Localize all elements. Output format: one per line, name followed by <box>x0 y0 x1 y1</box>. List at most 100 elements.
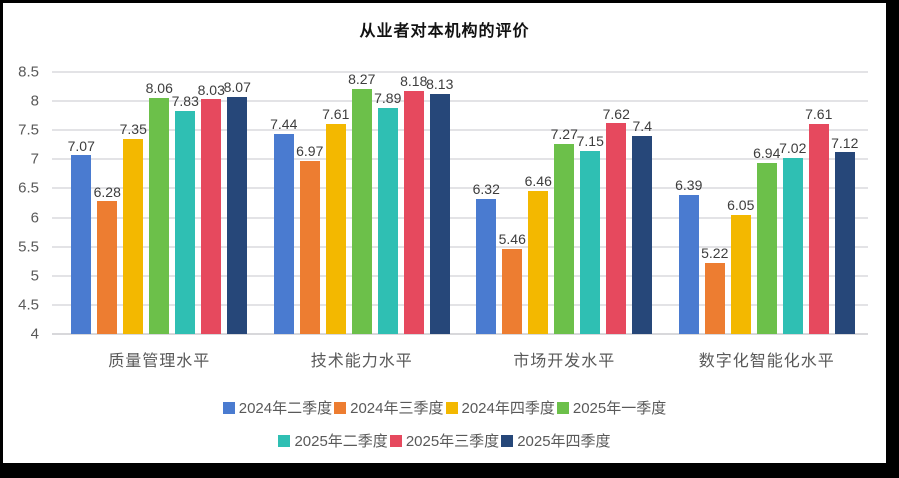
bar <box>502 249 523 334</box>
bar <box>71 155 92 334</box>
bar-with-label: 6.94 <box>753 72 780 334</box>
legend-swatch-icon <box>389 434 402 447</box>
bar <box>606 123 627 334</box>
data-label: 7.02 <box>779 140 807 157</box>
data-label: 7.35 <box>119 121 147 138</box>
bar-with-label: 8.03 <box>198 72 225 334</box>
data-label: 5.22 <box>701 245 729 262</box>
category-label: 市场开发水平 <box>513 353 616 370</box>
data-label: 6.46 <box>524 173 552 190</box>
legend-row: 2024年二季度 2024年三季度 2024年四季度 2025年一季度 <box>3 397 886 418</box>
bar <box>351 88 372 334</box>
bar-with-label: 6.32 <box>473 72 500 334</box>
bar-with-label: 7.61 <box>322 72 349 334</box>
bar-with-label: 7.62 <box>603 72 630 334</box>
chart-title: 从业者对本机构的评价 <box>359 23 530 40</box>
data-label: 6.28 <box>93 183 121 200</box>
bar-with-label: 7.15 <box>577 72 604 334</box>
legend-swatch-icon <box>445 401 458 414</box>
y-axis-tick-label: 7 <box>30 150 39 168</box>
bar <box>227 97 248 334</box>
data-label: 8.27 <box>348 71 376 87</box>
bar-with-label: 7.61 <box>805 72 832 334</box>
bar-with-label: 5.46 <box>499 72 526 334</box>
gridline <box>52 216 868 219</box>
bar-with-label: 7.4 <box>632 72 653 334</box>
bar <box>580 150 601 334</box>
legend-item: 2024年三季度 <box>334 397 444 418</box>
bar-group: 6.39 5.22 6.05 6.94 7.02 7.61 7.12 <box>666 72 869 334</box>
gridline <box>52 187 868 190</box>
legend-label: 2024年二季度 <box>238 400 333 417</box>
y-axis-tick-label: 4.5 <box>18 296 39 314</box>
data-label: 7.12 <box>831 134 859 151</box>
bar-with-label: 7.27 <box>551 72 578 334</box>
bar <box>678 194 699 334</box>
legend-label: 2025年二季度 <box>294 433 388 450</box>
data-label: 7.07 <box>67 137 95 154</box>
category-label: 技术能力水平 <box>310 353 413 370</box>
bar-with-label: 6.97 <box>296 72 323 334</box>
bar <box>476 198 497 334</box>
bar <box>632 136 653 334</box>
y-axis-tick-label: 4 <box>30 325 39 343</box>
bar <box>730 214 751 334</box>
gridlines <box>52 71 868 335</box>
bar-with-label: 8.18 <box>400 72 427 334</box>
bar-with-label: 7.07 <box>68 72 95 334</box>
data-label: 8.18 <box>400 72 428 89</box>
legend-label: 2024年三季度 <box>350 400 444 417</box>
legend-item: 2025年一季度 <box>556 397 667 418</box>
gridline <box>52 100 868 103</box>
bar-groups: 7.07 6.28 7.35 8.06 7.83 8.03 8.07 7.44 6.97 7.61… <box>58 72 868 334</box>
legend-label: 2025年一季度 <box>572 400 667 417</box>
gridline <box>52 274 868 277</box>
data-label: 7.62 <box>602 105 630 122</box>
data-label: 7.27 <box>550 125 578 142</box>
bar <box>97 201 118 334</box>
bar-with-label: 8.06 <box>146 72 173 334</box>
bar <box>756 162 777 334</box>
legend-item: 2025年四季度 <box>501 430 611 451</box>
data-label: 7.44 <box>270 116 298 133</box>
bar-group: 7.44 6.97 7.61 8.27 7.89 8.18 8.13 <box>261 72 464 334</box>
bar-with-label: 8.07 <box>224 72 251 334</box>
data-label: 7.83 <box>171 93 199 110</box>
bar <box>201 99 222 334</box>
legend-item: 2025年二季度 <box>278 430 388 451</box>
bar-with-label: 8.13 <box>426 72 453 334</box>
legend-label: 2025年三季度 <box>405 433 500 450</box>
legend-swatch-icon <box>222 401 235 414</box>
bar-with-label: 6.05 <box>727 72 754 334</box>
data-label: 5.46 <box>498 231 526 248</box>
legend-label: 2024年四季度 <box>461 400 555 417</box>
legend: 2024年二季度 2024年三季度 2024年四季度 2025年一季度 2025年二季度… <box>3 397 886 463</box>
y-axis-tick-label: 7.5 <box>18 121 39 139</box>
data-label: 6.39 <box>675 177 703 194</box>
bar <box>704 262 725 334</box>
data-label: 7.15 <box>576 132 604 149</box>
data-label: 6.05 <box>727 196 755 213</box>
data-label: 7.4 <box>632 118 652 135</box>
bar <box>834 152 855 334</box>
gridline <box>52 129 868 132</box>
bar-with-label: 7.44 <box>270 72 297 334</box>
y-axis-labels: 4 4.5 5 5.5 6 6.5 7 7.5 8 8.5 <box>3 64 49 343</box>
legend-swatch-icon <box>556 401 569 414</box>
x-axis-labels: 质量管理水平 技术能力水平 市场开发水平 数字化智能化水平 <box>58 347 868 371</box>
bar <box>325 123 346 334</box>
bar <box>528 190 549 334</box>
bar-with-label: 7.35 <box>120 72 147 334</box>
gridline <box>52 71 868 73</box>
gridline <box>52 245 868 248</box>
y-axis-tick-label: 6.5 <box>18 179 39 197</box>
bar-group: 7.07 6.28 7.35 8.06 7.83 8.03 8.07 <box>58 72 261 334</box>
y-axis-tick-label: 5 <box>30 267 39 285</box>
data-label: 8.06 <box>145 79 173 96</box>
y-axis-tick-label: 5.5 <box>18 238 39 256</box>
data-label: 8.03 <box>197 81 225 98</box>
bar <box>403 90 424 334</box>
bar <box>273 133 294 334</box>
legend-item: 2024年四季度 <box>445 397 555 418</box>
